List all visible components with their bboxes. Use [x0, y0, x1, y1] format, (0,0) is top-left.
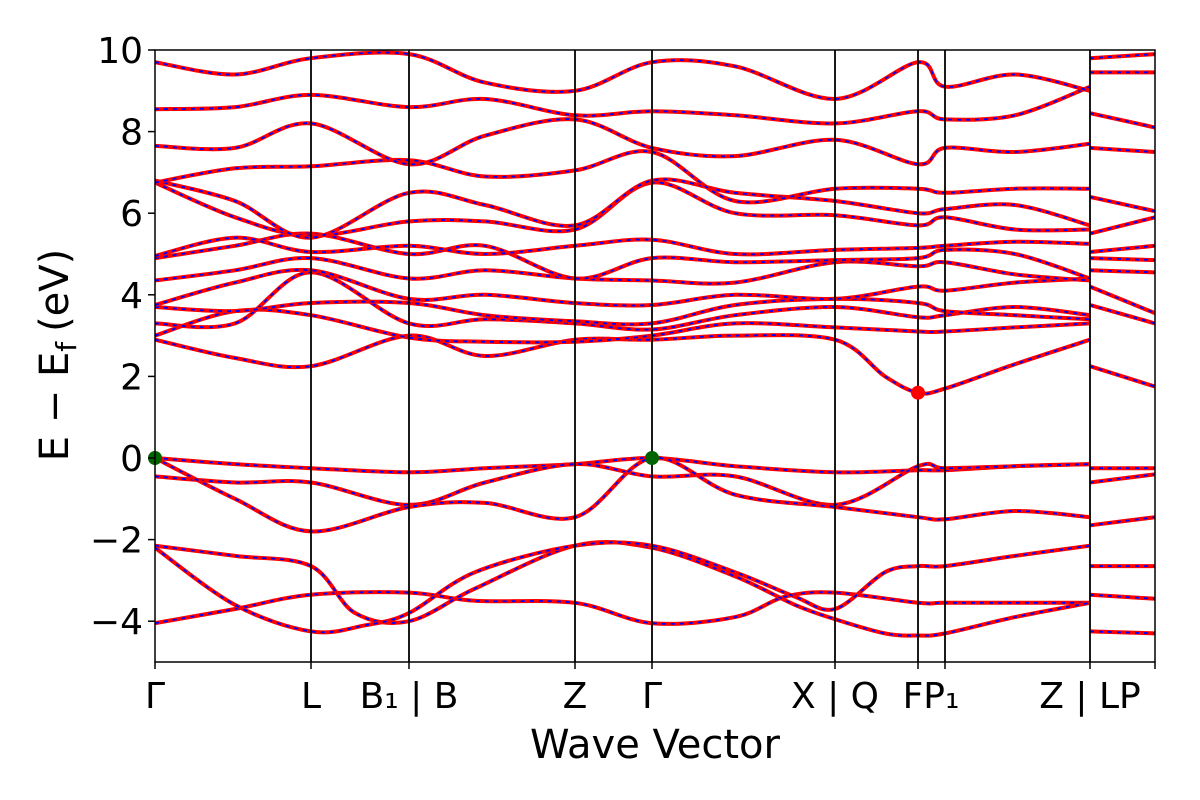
- band-line-21: [1089, 592, 1155, 601]
- band-line-24: [1089, 472, 1155, 485]
- band-line-dashed-12: [155, 232, 1091, 280]
- band-line-dashed-16: [155, 150, 1091, 204]
- y-axis-label: E − Ef (eV): [32, 249, 83, 462]
- band-line-31: [1089, 243, 1155, 254]
- y-tick-label-5: 0: [120, 439, 143, 480]
- x-tick-label-7: Z | LP: [1039, 676, 1140, 717]
- band-line-dashed-15: [155, 178, 1091, 239]
- bands-layer: [155, 50, 1155, 638]
- extremum-marker-1: [645, 451, 659, 465]
- x-tick-label-3: Z: [563, 676, 588, 717]
- band-line-4: [155, 461, 1091, 507]
- band-line-33: [1089, 194, 1155, 214]
- band-line-34: [1089, 145, 1155, 154]
- plot-frame: [154, 49, 1156, 663]
- band-line-2: [155, 540, 1091, 635]
- band-line-1: [155, 540, 1091, 638]
- band-line-dashed-28: [1089, 285, 1155, 315]
- y-ticks: 10 8 6 4 2 0 −2 −4: [90, 31, 155, 643]
- y-axis-label-unit: (eV): [32, 249, 78, 332]
- band-line-18: [155, 84, 1091, 126]
- band-line-6: [155, 333, 1091, 396]
- y-tick-label-3: 4: [120, 276, 143, 317]
- band-line-19: [155, 50, 1091, 102]
- band-line-20: [1089, 629, 1155, 636]
- x-axis-label: Wave Vector: [530, 722, 781, 768]
- x-tick-label-0: Γ: [145, 676, 165, 717]
- y-tick-label-6: −2: [90, 521, 143, 562]
- x-tick-label-2: B₁ | B: [360, 676, 459, 717]
- markers-layer: [148, 385, 925, 465]
- band-line-13: [155, 235, 1091, 258]
- kpoint-lines: [310, 50, 1091, 662]
- x-ticks: Γ L B₁ | B Z Γ X | Q FP₁ Z | LP: [145, 662, 1156, 717]
- y-tick-label-2: 6: [120, 194, 143, 235]
- y-axis-label-main: E − E: [32, 352, 78, 462]
- y-tick-label-7: −4: [90, 602, 143, 643]
- band-line-dashed-27: [1089, 304, 1155, 325]
- x-tick-label-1: L: [301, 676, 321, 717]
- band-line-dashed-26: [1089, 365, 1155, 388]
- band-line-dashed-8: [155, 271, 1091, 331]
- band-line-dashed-1: [155, 541, 1091, 637]
- band-line-dashed-0: [155, 591, 1090, 625]
- band-line-17: [155, 117, 1091, 167]
- extremum-marker-2: [911, 385, 925, 400]
- band-line-23: [1089, 515, 1155, 528]
- band-line-dashed-19: [155, 51, 1091, 100]
- y-tick-label-0: 10: [97, 31, 143, 72]
- band-line-dashed-6: [155, 334, 1091, 395]
- band-line-dashed-2: [155, 541, 1091, 634]
- y-tick-label-4: 2: [120, 357, 143, 398]
- y-tick-label-1: 8: [120, 113, 143, 154]
- band-line-32: [1089, 215, 1155, 236]
- band-line-35: [1089, 111, 1155, 130]
- x-tick-label-5: X | Q: [791, 676, 879, 717]
- band-line-29: [1089, 268, 1155, 275]
- x-tick-label-4: Γ: [642, 676, 662, 717]
- x-tick-label-6: FP₁: [903, 676, 960, 717]
- band-line-37: [1089, 52, 1155, 61]
- band-line-0: [155, 590, 1090, 626]
- band-line-30: [1089, 256, 1155, 263]
- y-axis-label-sub: f: [50, 341, 83, 352]
